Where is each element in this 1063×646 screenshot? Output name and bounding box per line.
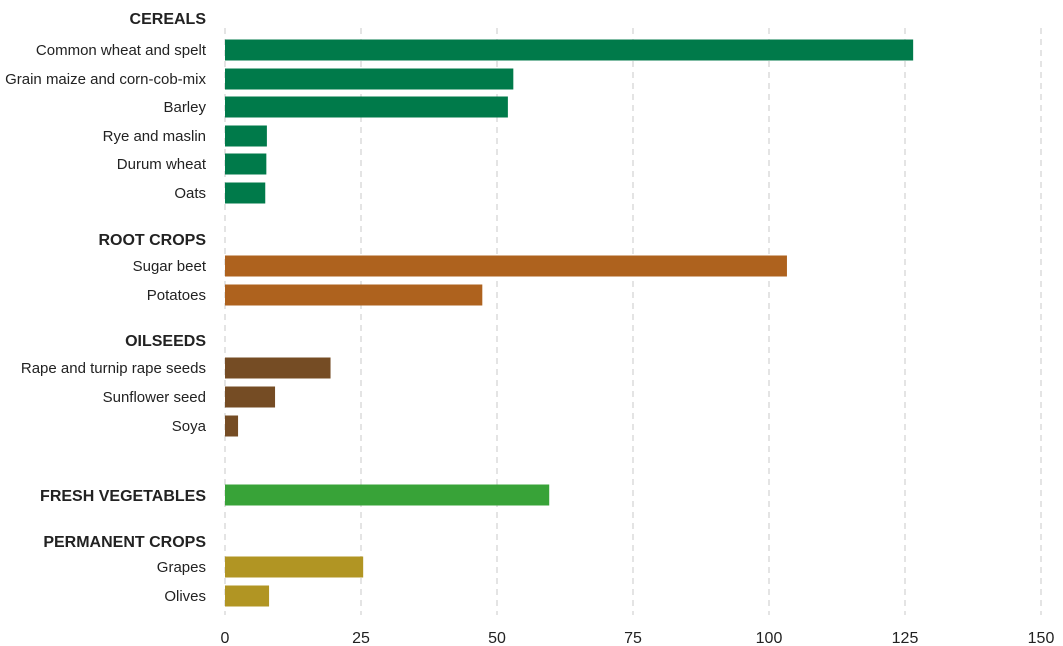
category-label: Potatoes xyxy=(147,287,206,304)
group-label-fresh-vegetables: FRESH VEGETABLES xyxy=(40,488,206,505)
category-label: Barley xyxy=(163,99,206,116)
group-label-root-crops: ROOT CROPS xyxy=(98,232,206,249)
x-tick-label: 0 xyxy=(221,630,230,646)
bar xyxy=(225,415,239,437)
group-label-cereals: CEREALS xyxy=(130,11,207,28)
category-label: Durum wheat xyxy=(117,156,207,173)
category-label: Oats xyxy=(174,185,206,202)
bar xyxy=(225,585,270,607)
bar xyxy=(225,96,508,118)
x-tick-label: 75 xyxy=(624,630,642,646)
x-axis-ticks: 0 25 50 75 100 125 150 xyxy=(221,630,1055,646)
bar xyxy=(225,484,550,506)
category-label: Grain maize and corn-cob-mix xyxy=(5,71,206,88)
group-label-permanent-crops: PERMANENT CROPS xyxy=(43,534,206,551)
category-label: Olives xyxy=(164,588,206,605)
bar xyxy=(225,182,266,204)
bar xyxy=(225,68,514,90)
bar xyxy=(225,153,267,175)
bar xyxy=(225,255,787,277)
bar xyxy=(225,556,364,578)
category-labels: CEREALS Common wheat and spelt Grain maize… xyxy=(5,11,207,605)
bar xyxy=(225,125,267,147)
bar xyxy=(225,357,331,379)
x-tick-label: 100 xyxy=(756,630,783,646)
x-tick-label: 50 xyxy=(488,630,506,646)
grid-lines xyxy=(224,28,1042,615)
x-tick-label: 150 xyxy=(1028,630,1055,646)
group-label-oilseeds: OILSEEDS xyxy=(125,333,206,350)
category-label: Common wheat and spelt xyxy=(36,42,207,59)
category-label: Sunflower seed xyxy=(103,389,206,406)
category-label: Rye and maslin xyxy=(103,128,206,145)
category-label: Rape and turnip rape seeds xyxy=(21,360,206,377)
category-label: Grapes xyxy=(157,559,206,576)
category-label: Sugar beet xyxy=(133,258,207,275)
bar xyxy=(225,386,276,408)
x-tick-label: 125 xyxy=(892,630,919,646)
bar xyxy=(225,39,914,61)
bar xyxy=(225,284,483,306)
category-label: Soya xyxy=(172,418,207,435)
x-tick-label: 25 xyxy=(352,630,370,646)
bars xyxy=(225,39,914,607)
